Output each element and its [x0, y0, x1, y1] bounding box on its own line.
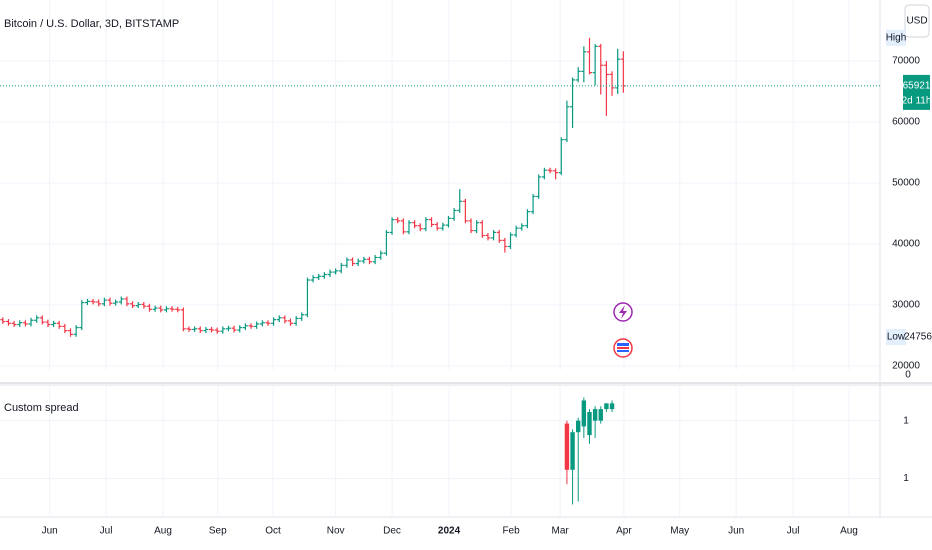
- candle-body: [604, 403, 609, 410]
- flag-stripe: [617, 343, 629, 346]
- economic-event-icon[interactable]: [613, 338, 633, 358]
- last-price-box: [903, 74, 930, 110]
- currency-label[interactable]: USD: [906, 16, 927, 27]
- y-tick-label: 1: [903, 415, 909, 426]
- x-tick-label: Nov: [327, 526, 345, 537]
- candle-body: [581, 400, 587, 427]
- x-tick-label: May: [670, 526, 689, 537]
- flag-stripe: [617, 350, 629, 352]
- symbol-title: Bitcoin / U.S. Dollar, 3D, BITSTAMP: [4, 18, 179, 30]
- currency-button[interactable]: [904, 4, 930, 38]
- x-tick-label: Jun: [42, 526, 58, 537]
- x-tick-label: Jul: [787, 526, 800, 537]
- y-tick-label: 50000: [892, 178, 920, 189]
- y2-tick-label: 0: [905, 370, 911, 381]
- low-value: 24756: [904, 332, 932, 343]
- x-tick-label: Apr: [616, 526, 632, 537]
- high-label-box: [886, 29, 906, 46]
- x-tick-label: Feb: [502, 526, 520, 537]
- event-icon[interactable]: [613, 302, 633, 322]
- y-tick-label: 70000: [892, 56, 920, 67]
- background: [0, 0, 880, 516]
- flag-stripe: [617, 347, 629, 349]
- y-tick-label: 20000: [892, 361, 920, 372]
- low-label: Low: [887, 332, 906, 343]
- candle-body: [570, 432, 575, 470]
- y-tick-label: 60000: [892, 117, 920, 128]
- y-tick-label: 40000: [892, 239, 920, 250]
- candle-body: [598, 409, 603, 421]
- low-label-box: [886, 329, 906, 346]
- candle-body: [609, 403, 615, 410]
- x-tick-label: Jun: [728, 526, 744, 537]
- y-tick-label: 1: [903, 473, 909, 484]
- x-tick-label: Mar: [552, 526, 570, 537]
- x-tick-label: Jul: [100, 526, 113, 537]
- x-tick-label: Sep: [209, 526, 227, 537]
- candle-body: [587, 412, 592, 436]
- x-tick-label: Dec: [383, 526, 401, 537]
- candle-body: [576, 420, 581, 433]
- y-tick-label: 30000: [892, 300, 920, 311]
- x-tick-label: Oct: [265, 526, 281, 537]
- x-tick-label: 2024: [438, 526, 461, 537]
- pane-title: Custom spread: [4, 402, 79, 414]
- candle-body: [564, 423, 570, 470]
- countdown-label: 2d 11h: [902, 96, 932, 107]
- event-icon-bolt: [619, 305, 627, 319]
- x-tick-label: Aug: [154, 526, 172, 537]
- x-tick-label: Aug: [840, 526, 858, 537]
- candle-body: [592, 409, 598, 421]
- last-price-label: 65921: [903, 81, 931, 92]
- high-label: High: [886, 32, 907, 43]
